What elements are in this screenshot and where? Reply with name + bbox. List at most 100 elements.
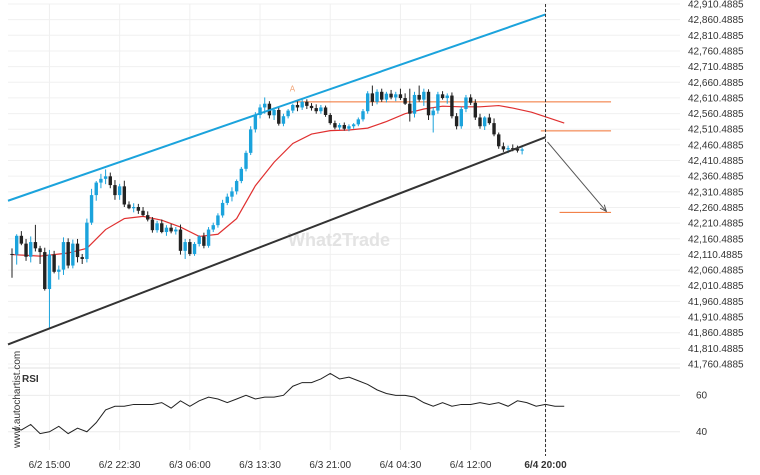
candle bbox=[468, 94, 473, 105]
pattern-marker: A bbox=[290, 84, 296, 93]
candle-body bbox=[351, 124, 356, 127]
candle-body bbox=[75, 243, 80, 258]
candle bbox=[10, 248, 14, 278]
candle-body bbox=[281, 116, 286, 124]
candle-body bbox=[216, 215, 220, 226]
candle-body bbox=[436, 94, 440, 111]
candle bbox=[108, 172, 112, 189]
candle-body bbox=[454, 116, 459, 127]
rsi-line bbox=[11, 372, 565, 435]
candle bbox=[277, 106, 281, 126]
grid bbox=[8, 3, 680, 450]
candle bbox=[150, 217, 155, 233]
candle bbox=[248, 126, 253, 156]
candle bbox=[234, 179, 239, 195]
channel-upper-line bbox=[7, 13, 546, 202]
candle-body bbox=[492, 123, 496, 135]
y-tick-label: 42,910.4885 bbox=[688, 0, 744, 11]
candle-body bbox=[169, 227, 173, 232]
candle-body bbox=[19, 235, 24, 244]
candle-body bbox=[61, 242, 66, 270]
candle-body bbox=[464, 97, 468, 110]
candle-body bbox=[295, 104, 300, 108]
candle bbox=[305, 99, 309, 110]
x-tick-label: 6/3 21:00 bbox=[309, 460, 351, 471]
candle bbox=[482, 116, 487, 130]
candle-body bbox=[136, 207, 141, 211]
candle-body bbox=[291, 104, 295, 111]
y-tick-label: 42,310.4885 bbox=[688, 187, 744, 198]
candle bbox=[188, 238, 192, 256]
candle-body bbox=[239, 168, 244, 182]
x-tick-label: 6/4 12:00 bbox=[450, 460, 492, 471]
candle bbox=[14, 234, 19, 265]
candle bbox=[436, 91, 440, 114]
candle bbox=[75, 238, 80, 263]
candle-body bbox=[501, 146, 506, 150]
candle bbox=[117, 183, 122, 200]
candle-body bbox=[38, 248, 42, 253]
y-tick-label: 42,460.4885 bbox=[688, 140, 744, 151]
candle bbox=[206, 227, 211, 248]
candle-body bbox=[361, 111, 365, 120]
candle bbox=[183, 238, 187, 259]
candle-body bbox=[398, 94, 403, 99]
candle-body bbox=[365, 93, 370, 112]
rsi-tick-label: 40 bbox=[696, 427, 708, 438]
candle-body bbox=[52, 254, 56, 272]
candle bbox=[408, 88, 412, 122]
candle bbox=[57, 265, 61, 280]
rsi-tick-label: 60 bbox=[696, 390, 708, 401]
candle bbox=[520, 147, 524, 155]
x-tick-label: 6/2 22:30 bbox=[99, 460, 141, 471]
candle-body bbox=[248, 129, 253, 153]
candle-body bbox=[403, 98, 407, 104]
candle-body bbox=[431, 110, 435, 116]
candle-body bbox=[314, 108, 318, 112]
candle bbox=[403, 93, 407, 105]
candle-body bbox=[108, 176, 112, 186]
candle-body bbox=[197, 236, 201, 244]
candle bbox=[19, 231, 24, 246]
candle-body bbox=[99, 178, 103, 183]
candle-body bbox=[24, 243, 28, 257]
candles bbox=[10, 85, 524, 330]
candle-body bbox=[244, 152, 248, 169]
candle bbox=[394, 91, 398, 102]
x-tick-label: 6/3 13:30 bbox=[239, 460, 281, 471]
candle-body bbox=[258, 107, 262, 115]
candle bbox=[52, 250, 56, 274]
projection bbox=[545, 4, 608, 456]
candle-body bbox=[178, 229, 183, 251]
candle-body bbox=[14, 235, 19, 255]
y-tick-label: 42,060.4885 bbox=[688, 266, 744, 277]
candle-body bbox=[333, 123, 337, 128]
candle bbox=[286, 109, 290, 119]
candle bbox=[450, 92, 454, 119]
candle-body bbox=[131, 207, 136, 209]
candle-body bbox=[122, 186, 127, 205]
candle bbox=[131, 203, 136, 213]
candle bbox=[71, 239, 75, 269]
candle bbox=[389, 89, 393, 100]
candle-body bbox=[10, 253, 14, 255]
candle-body bbox=[520, 149, 524, 151]
candle bbox=[178, 224, 183, 255]
candle-body bbox=[389, 93, 393, 98]
x-tick-label: 6/2 15:00 bbox=[29, 460, 71, 471]
candle-body bbox=[94, 182, 98, 196]
candle bbox=[487, 113, 492, 125]
candle bbox=[501, 142, 506, 152]
channel-lines: A bbox=[7, 13, 546, 346]
candle-body bbox=[412, 94, 417, 114]
candle bbox=[295, 101, 300, 112]
y-tick-label: 41,910.4885 bbox=[688, 313, 744, 324]
candle bbox=[47, 249, 52, 330]
candle-body bbox=[174, 229, 178, 232]
candle-body bbox=[380, 91, 384, 100]
y-tick-label: 42,410.4885 bbox=[688, 156, 744, 167]
candle-body bbox=[220, 202, 225, 216]
candle-body bbox=[497, 134, 501, 147]
candle-body bbox=[328, 114, 332, 124]
candle bbox=[33, 224, 38, 252]
